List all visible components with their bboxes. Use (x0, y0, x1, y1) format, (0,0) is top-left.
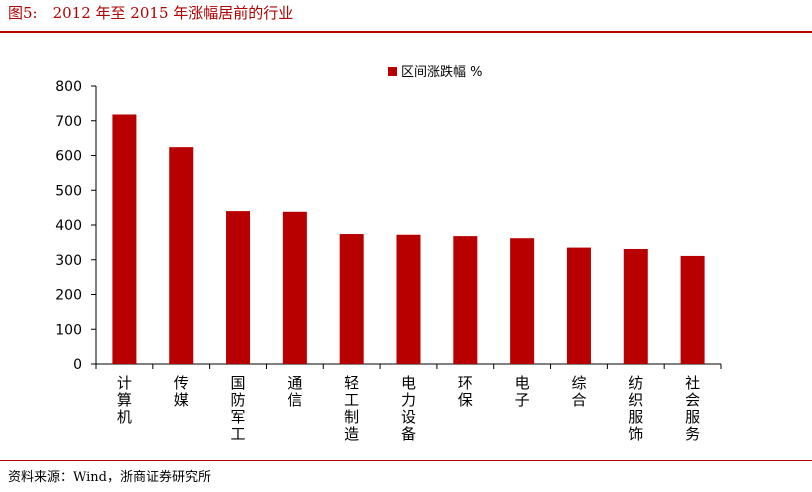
title-divider (0, 31, 812, 33)
bar (453, 236, 478, 364)
bar (226, 211, 251, 364)
y-tick-label: 400 (55, 218, 82, 234)
y-tick-label: 800 (55, 79, 82, 95)
x-tick-label: 计算机 (117, 374, 132, 426)
bar (623, 248, 648, 364)
y-tick-label: 100 (55, 322, 82, 338)
bar (396, 234, 421, 364)
y-tick-label: 300 (55, 253, 82, 269)
x-tick-label: 电子 (515, 374, 530, 409)
x-tick-label: 综合 (571, 374, 586, 409)
x-tick-label: 通信 (287, 374, 302, 409)
y-tick-label: 500 (55, 183, 82, 199)
x-tick-label: 社会服务 (685, 374, 700, 443)
bar (566, 247, 591, 364)
legend: 区间涨跌幅 % (388, 64, 483, 80)
y-tick-label: 0 (73, 357, 82, 373)
bar (510, 238, 535, 364)
bar (282, 211, 307, 364)
x-tick-label: 电力设备 (401, 374, 416, 443)
y-tick-label: 600 (55, 149, 82, 165)
x-tick-label: 纺织服饰 (628, 374, 643, 443)
x-axis: 计算机 传媒 国防军工 通信 轻工制造 电力设备 环保 电子 综合 纺织服饰 社会服务 (95, 363, 722, 443)
x-tick-label: 国防军工 (231, 374, 246, 443)
x-tick-label: 传媒 (174, 374, 189, 409)
bar (339, 234, 364, 364)
x-tick-label: 轻工制造 (344, 374, 359, 443)
x-tick-label: 环保 (458, 374, 473, 409)
y-tick-label: 200 (55, 288, 82, 304)
figure-title: 图5: 2012 年至 2015 年涨幅居前的行业 (8, 4, 294, 22)
bar (680, 255, 705, 364)
source-note: 资料来源：Wind，浙商证券研究所 (8, 470, 211, 485)
legend-swatch (388, 67, 397, 76)
bar-chart: 区间涨跌幅 % 0 100 200 300 400 500 600 700 800 计算机 传媒 国… (55, 64, 722, 443)
bar (169, 147, 194, 364)
bars (112, 114, 705, 365)
bar (112, 114, 137, 365)
footer-divider (0, 460, 812, 461)
legend-label-series-1: 区间涨跌幅 % (401, 64, 483, 80)
y-axis: 0 100 200 300 400 500 600 700 800 (55, 79, 97, 373)
y-tick-label: 700 (55, 114, 82, 130)
